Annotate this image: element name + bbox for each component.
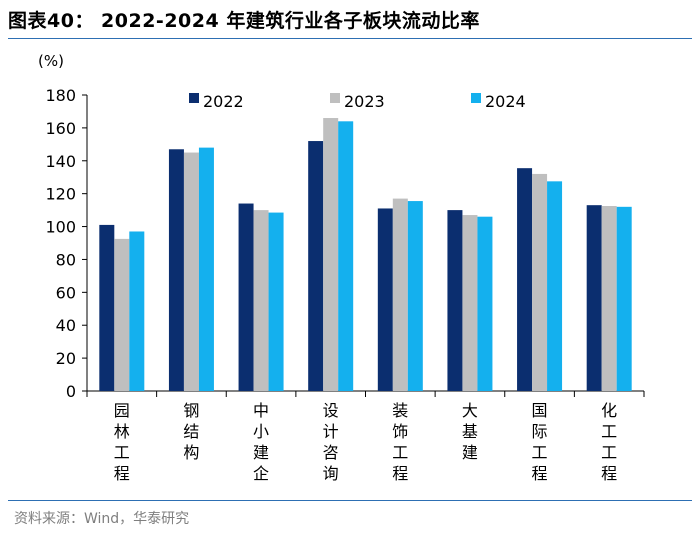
bar-2023 [462,215,478,391]
bar-2024 [407,201,423,391]
y-tick-label: 120 [45,185,76,204]
title-divider [8,38,692,39]
y-tick-label: 140 [45,152,76,171]
x-category-label: 大基建 [462,401,478,462]
legend-label-2023: 2023 [344,92,385,111]
bar-2023 [392,198,408,391]
x-category-label: 中小建企 [253,401,269,483]
bar-2023 [323,118,339,392]
y-tick-label: 60 [56,283,76,302]
y-axis-unit-label: (%) [38,52,64,70]
bar-2022 [447,210,463,391]
bar-2024 [477,216,493,391]
x-category-label: 国际工程 [532,401,548,483]
bar-2024 [129,231,145,391]
y-tick-label: 100 [45,218,76,237]
bar-2022 [586,205,602,391]
source-note: 资料来源：Wind，华泰研究 [14,511,190,527]
bar-2024 [547,181,563,391]
bar-2024 [198,147,214,391]
x-category-label: 钢结构 [183,401,199,462]
legend-swatch-2023 [330,93,340,103]
y-tick-label: 160 [45,119,76,138]
y-tick-label: 20 [56,349,76,368]
x-category-label: 化工工程 [601,401,617,483]
bar-2023 [601,206,617,391]
bar-2022 [168,149,184,391]
y-tick-label: 180 [45,86,76,105]
figure-title: 图表40： 2022-2024 年建筑行业各子板块流动比率 [8,10,480,32]
bar-2023 [114,238,130,391]
bar-2022 [99,224,115,391]
bar-2022 [308,141,324,391]
source-divider [8,500,692,501]
y-tick-label: 80 [56,250,76,269]
bar-2022 [517,168,533,391]
legend-label-2022: 2022 [203,92,244,111]
bar-2024 [268,212,284,391]
bar-2023 [253,210,269,391]
legend-label-2024: 2024 [485,92,526,111]
bar-2022 [377,208,393,391]
bar-2022 [238,203,254,391]
legend-swatch-2024 [471,93,481,103]
legend-swatch-2022 [189,93,199,103]
y-tick-label: 40 [56,316,76,335]
bar-2023 [183,152,199,391]
x-category-label: 设计咨询 [323,401,339,483]
bar-2023 [532,173,548,391]
x-category-label: 装饰工程 [392,401,408,483]
bar-2024 [338,121,354,392]
x-category-label: 园林工程 [114,401,130,483]
bar-2024 [616,206,632,391]
y-tick-label: 0 [66,382,76,401]
